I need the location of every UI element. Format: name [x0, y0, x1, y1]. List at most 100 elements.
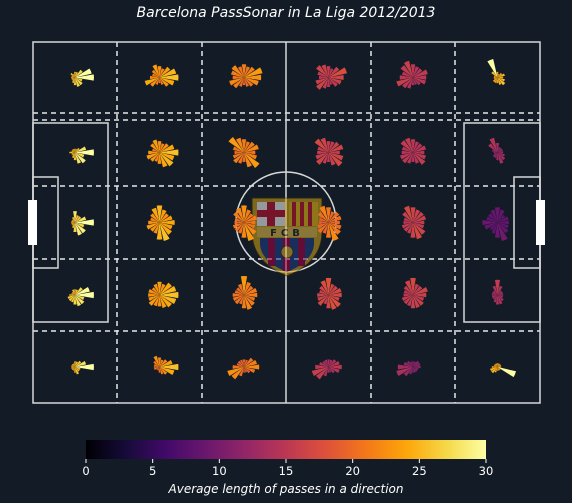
sonar-wedge	[71, 76, 75, 79]
sonar-wedge	[413, 295, 425, 301]
left-goal	[28, 200, 37, 245]
sonar-wedge	[403, 295, 413, 305]
sonar-wedge	[231, 65, 244, 78]
sonar-wedge	[328, 211, 340, 223]
badge-cross-h	[257, 210, 285, 217]
sonar-wedge	[241, 139, 247, 153]
sonar-wedge	[159, 220, 175, 225]
sonar-wedge	[320, 137, 329, 153]
sonar-wedge	[328, 211, 335, 223]
sonar-wedge	[413, 222, 425, 229]
sonar-wedge	[328, 367, 332, 373]
sonar-wedge	[150, 222, 160, 232]
sonar-wedge	[328, 220, 340, 225]
sonar-wedge	[328, 359, 333, 367]
sonar-wedge	[244, 220, 256, 225]
sonar-wedge	[159, 77, 175, 86]
sonar-wedge	[399, 75, 413, 80]
sonar-wedge	[75, 361, 78, 367]
sonar-wedge	[405, 137, 413, 153]
sonar-wedge	[493, 295, 498, 303]
sonar-wedge	[490, 367, 498, 371]
sonar-wedge	[244, 150, 256, 155]
sonar-wedge	[402, 77, 413, 89]
sonar-wedge	[486, 216, 498, 223]
sonar-wedge	[315, 364, 329, 370]
sonar-wedge	[328, 367, 335, 374]
sonar-wedge	[497, 73, 500, 78]
pass-sonar	[146, 139, 179, 168]
sonar-wedge	[153, 360, 160, 367]
sonar-wedge	[75, 289, 78, 295]
sonar-wedge	[488, 213, 498, 223]
sonar-wedge	[146, 152, 160, 160]
sonar-wedge	[150, 77, 160, 87]
sonar-wedge	[159, 360, 173, 367]
sonar-wedge	[244, 295, 255, 306]
sonar-wedge	[159, 282, 172, 295]
sonar-wedge	[496, 363, 499, 367]
sonar-wedge	[239, 77, 244, 87]
sonar-wedge	[71, 367, 75, 369]
sonar-wedge	[492, 285, 498, 295]
sonar-wedge	[326, 222, 331, 238]
sonar-wedge	[413, 220, 425, 225]
sonar-wedge	[328, 222, 339, 241]
sonar-wedge	[155, 77, 160, 85]
sonar-wedge	[75, 69, 83, 78]
sonar-wedge	[322, 360, 329, 367]
sonar-wedge	[497, 295, 503, 305]
sonar-wedge	[413, 363, 421, 367]
sonar-wedge	[159, 222, 170, 241]
sonar-wedge	[496, 77, 499, 84]
sonar-wedge	[75, 295, 85, 305]
sonar-wedge	[242, 77, 246, 86]
sonar-wedge	[240, 276, 248, 295]
sonar-wedge	[158, 367, 161, 373]
sonar-wedge	[491, 71, 498, 78]
sonar-wedge	[70, 72, 75, 78]
sonar-wedge	[159, 359, 164, 367]
sonar-wedge	[234, 150, 244, 155]
sonar-wedge	[244, 66, 255, 78]
sonar-wedge	[407, 152, 413, 164]
sonar-wedge	[403, 290, 413, 295]
pass-sonar	[317, 277, 342, 310]
sonar-wedge	[232, 293, 244, 297]
sonar-wedge	[412, 361, 414, 367]
sonar-wedge	[315, 77, 329, 85]
sonar-wedge	[497, 214, 506, 223]
sonar-wedge	[234, 290, 244, 295]
sonar-wedge	[327, 359, 330, 367]
pass-sonar	[70, 68, 94, 87]
sonar-wedge	[74, 289, 76, 295]
sonar-wedge	[241, 222, 247, 238]
sonar-wedge	[403, 285, 413, 295]
sonar-wedge	[151, 287, 160, 295]
sonar-wedge	[318, 75, 329, 80]
sonar-wedge	[244, 295, 252, 310]
sonar-wedge	[71, 152, 75, 155]
sonar-wedge	[497, 367, 500, 371]
sonar-wedge	[244, 295, 256, 301]
sonar-wedge	[149, 75, 160, 80]
sonar-wedge	[496, 152, 499, 161]
sonar-wedge	[159, 77, 169, 87]
sonar-wedge	[152, 64, 160, 78]
sonar-wedge	[159, 283, 166, 295]
sonar-wedge	[328, 152, 344, 161]
pass-sonar	[487, 59, 506, 86]
sonar-wedge	[238, 283, 244, 295]
sonar-wedge	[317, 295, 329, 306]
sonar-wedge	[75, 363, 94, 371]
sonar-wedge	[410, 295, 416, 309]
sonar-wedge	[328, 288, 342, 295]
sonar-wedge	[159, 213, 169, 223]
colorbar-tick-label: 5	[148, 464, 157, 478]
badge-senyera-stripe	[300, 202, 304, 226]
sonar-wedge	[319, 217, 329, 223]
sonar-wedge	[73, 367, 75, 371]
sonar-wedge	[403, 220, 413, 225]
sonar-wedge	[317, 295, 329, 301]
sonar-wedge	[316, 367, 329, 380]
